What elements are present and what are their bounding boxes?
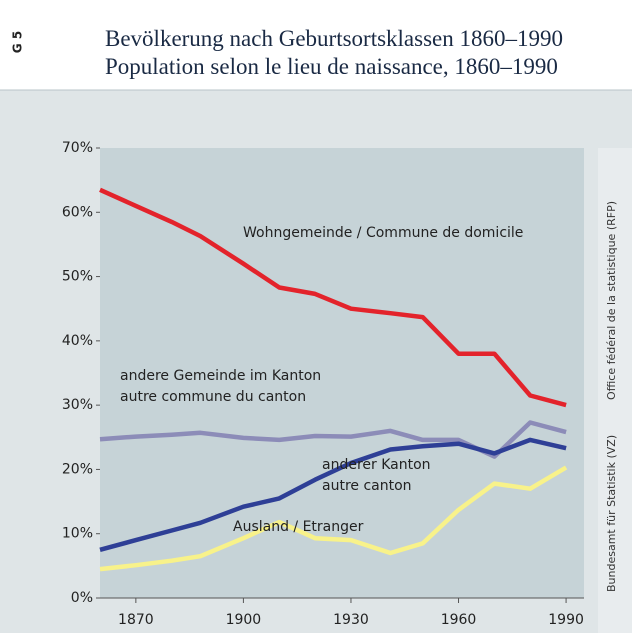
y-tick-label: 70% bbox=[62, 140, 93, 156]
series-line bbox=[99, 465, 568, 572]
source-panel bbox=[598, 148, 632, 633]
x-tick-label: 1990 bbox=[548, 612, 584, 628]
series-label: autre canton bbox=[322, 478, 412, 494]
y-tick-label: 0% bbox=[71, 590, 93, 606]
x-tick-label: 1930 bbox=[333, 612, 369, 628]
x-tick-label: 1960 bbox=[441, 612, 477, 628]
series-label: andere Gemeinde im Kanton bbox=[120, 368, 321, 384]
series-label: autre commune du canton bbox=[120, 389, 306, 405]
chart-subtitle: Population selon le lieu de naissance, 1… bbox=[105, 54, 558, 79]
x-tick-label: 1870 bbox=[118, 612, 154, 628]
y-tick-label: 40% bbox=[62, 333, 93, 349]
chart-title: Bevölkerung nach Geburtsortsklassen 1860… bbox=[105, 26, 563, 51]
series-label: Wohngemeinde / Commune de domicile bbox=[243, 225, 523, 241]
y-tick-label: 10% bbox=[62, 526, 93, 542]
series-label: anderer Kanton bbox=[322, 457, 431, 473]
plot-area bbox=[100, 148, 584, 598]
series-line bbox=[99, 437, 567, 552]
figure-id: G 5 bbox=[11, 31, 25, 53]
y-tick-label: 30% bbox=[62, 397, 93, 413]
series-line bbox=[99, 187, 567, 408]
series-label: Ausland / Etranger bbox=[233, 519, 364, 535]
source-text: Office fédéral de la statistique (RFP) bbox=[605, 201, 618, 400]
source-text: Bundesamt für Statistik (VZ) bbox=[605, 435, 618, 592]
x-tick-label: 1900 bbox=[226, 612, 262, 628]
y-tick-label: 20% bbox=[62, 461, 93, 477]
y-tick-label: 60% bbox=[62, 204, 93, 220]
y-tick-label: 50% bbox=[62, 269, 93, 285]
